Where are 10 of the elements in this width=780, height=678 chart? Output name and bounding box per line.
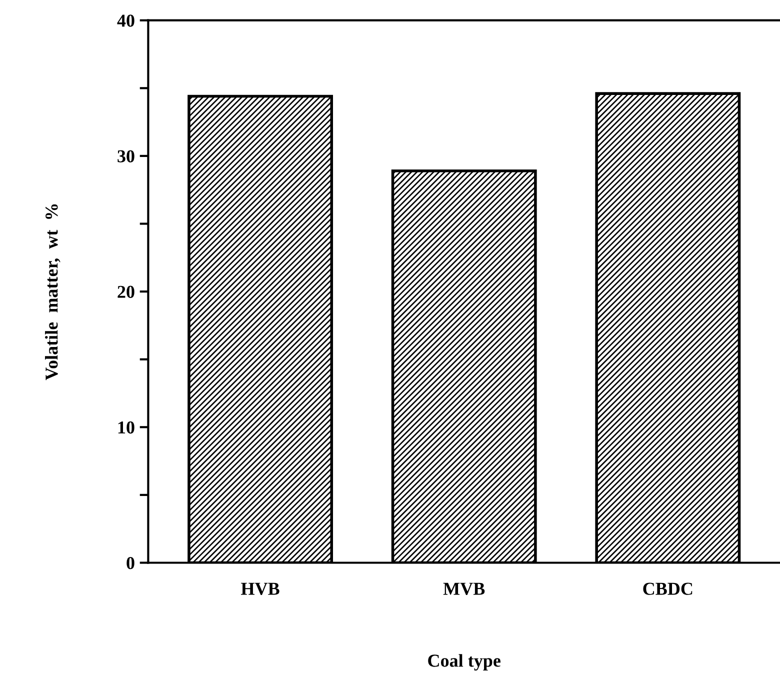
y-tick-label: 30 [118,150,134,162]
x-tick-label: MVB [443,582,485,595]
y-axis-title: Volatile matter, wt % [45,204,60,380]
x-tick-label: HVB [241,582,280,595]
y-tick-label: 0 [126,556,134,570]
y-tick-label: 40 [117,14,134,27]
y-tick-label: 20 [118,286,134,298]
x-axis-title: Coal type [428,654,500,671]
y-tick-label: 10 [118,421,134,434]
x-tick-label: CBDC [643,582,692,595]
